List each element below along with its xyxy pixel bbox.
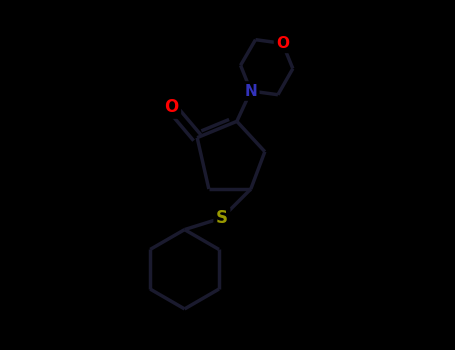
Text: O: O [276,36,289,51]
Text: O: O [164,98,179,116]
Text: N: N [244,84,257,98]
Text: S: S [216,209,228,227]
